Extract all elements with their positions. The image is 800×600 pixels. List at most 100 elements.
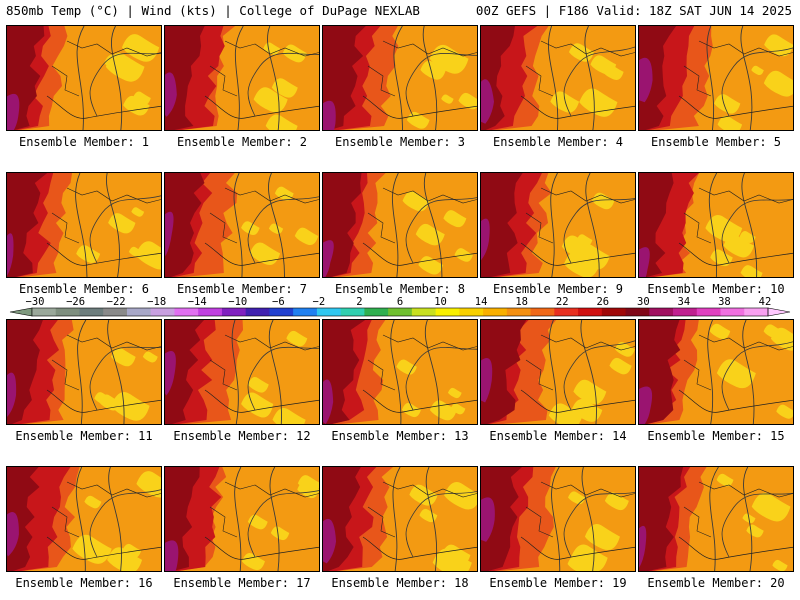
colorbar-swatch bbox=[32, 308, 57, 316]
colorbar-swatch bbox=[411, 308, 437, 316]
colorbar-swatch bbox=[245, 308, 270, 316]
colorbar-tick-label: −14 bbox=[187, 296, 207, 308]
ensemble-member-caption: Ensemble Member: 11 bbox=[15, 429, 153, 443]
colorbar-swatch bbox=[625, 308, 650, 316]
ensemble-panel bbox=[164, 25, 320, 131]
ensemble-panel bbox=[164, 466, 320, 572]
temperature-map bbox=[481, 26, 635, 130]
color-scale: −30 −26 −22 −18 −14 −10 −6 −2 2 6 10 14 18 22 26 30 34 38… bbox=[0, 296, 800, 318]
colorbar-swatch bbox=[126, 308, 152, 316]
ensemble-panel bbox=[6, 25, 162, 131]
colorbar-tick-label: −30 bbox=[25, 296, 45, 308]
colorbar-tick-label: 38 bbox=[718, 296, 731, 308]
ensemble-panel bbox=[480, 466, 636, 572]
colorbar-swatch bbox=[483, 308, 508, 316]
colorbar-tick-label: 26 bbox=[596, 296, 610, 308]
colorbar-tick-label: −10 bbox=[228, 296, 248, 308]
colorbar-swatch bbox=[269, 308, 294, 316]
colorbar-tick-label: 18 bbox=[515, 296, 528, 308]
colorbar-tick-label: −6 bbox=[272, 296, 285, 308]
colorbar-tick-label: 14 bbox=[474, 296, 488, 308]
temperature-map bbox=[7, 467, 161, 571]
colorbar-tick-label: 22 bbox=[555, 296, 569, 308]
colorbar-swatch bbox=[696, 308, 722, 316]
temperature-map bbox=[639, 26, 793, 130]
ensemble-member-caption: Ensemble Member: 12 bbox=[173, 429, 311, 443]
colorbar-tick-label: −2 bbox=[312, 296, 326, 308]
colorbar-tick-label: 34 bbox=[677, 296, 691, 308]
colorbar-swatch bbox=[554, 308, 579, 316]
ensemble-member-caption: Ensemble Member: 5 bbox=[650, 135, 782, 149]
colorbar-swatch bbox=[150, 308, 175, 316]
ensemble-member-caption: Ensemble Member: 18 bbox=[331, 576, 469, 590]
ensemble-member-caption: Ensemble Member: 10 bbox=[647, 282, 785, 296]
colorbar-right-arrow bbox=[767, 307, 791, 317]
ensemble-panel bbox=[164, 172, 320, 278]
ensemble-panel bbox=[480, 25, 636, 131]
colorbar-swatch bbox=[744, 308, 769, 316]
colorbar-tick-label: 6 bbox=[396, 296, 404, 308]
ensemble-member-caption: Ensemble Member: 7 bbox=[176, 282, 308, 296]
temperature-map bbox=[7, 320, 161, 424]
colorbar-tick-label: 30 bbox=[637, 296, 650, 308]
colorbar-tick-label: −22 bbox=[106, 296, 126, 308]
colorbar-tick-label: −26 bbox=[66, 296, 86, 308]
ensemble-panel bbox=[638, 319, 794, 425]
ensemble-panel bbox=[480, 172, 636, 278]
ensemble-member-caption: Ensemble Member: 2 bbox=[176, 135, 308, 149]
colorbar-tick-label: 2 bbox=[356, 296, 363, 308]
temperature-map bbox=[323, 467, 477, 571]
colorbar-swatch bbox=[79, 308, 104, 316]
ensemble-member-caption: Ensemble Member: 13 bbox=[331, 429, 469, 443]
ensemble-panel bbox=[322, 25, 478, 131]
ensemble-panel bbox=[322, 466, 478, 572]
colorbar-swatch bbox=[506, 308, 532, 316]
ensemble-member-caption: Ensemble Member: 14 bbox=[489, 429, 627, 443]
temperature-map bbox=[323, 26, 477, 130]
temperature-map bbox=[165, 173, 319, 277]
temperature-map bbox=[481, 467, 635, 571]
temperature-map bbox=[165, 26, 319, 130]
ensemble-panel bbox=[322, 319, 478, 425]
colorbar-swatch bbox=[174, 308, 199, 316]
temperature-map bbox=[639, 320, 793, 424]
colorbar-swatch bbox=[388, 308, 413, 316]
temperature-map bbox=[639, 173, 793, 277]
ensemble-member-caption: Ensemble Member: 4 bbox=[492, 135, 624, 149]
colorbar-swatch bbox=[340, 308, 365, 316]
ensemble-panel bbox=[164, 319, 320, 425]
colorbar-swatch bbox=[673, 308, 698, 316]
ensemble-member-caption: Ensemble Member: 16 bbox=[15, 576, 153, 590]
colorbar-swatch bbox=[316, 308, 342, 316]
temperature-map bbox=[165, 320, 319, 424]
color-scale-bar bbox=[9, 307, 791, 317]
ensemble-panel bbox=[480, 319, 636, 425]
ensemble-member-caption: Ensemble Member: 3 bbox=[334, 135, 466, 149]
colorbar-swatch bbox=[55, 308, 80, 316]
ensemble-member-caption: Ensemble Member: 1 bbox=[18, 135, 150, 149]
valid-time-label: 00Z GEFS | F186 Valid: 18Z SAT JUN 14 20… bbox=[475, 3, 792, 18]
ensemble-panel bbox=[322, 172, 478, 278]
ensemble-panel bbox=[638, 172, 794, 278]
ensemble-member-caption: Ensemble Member: 15 bbox=[647, 429, 785, 443]
ensemble-member-caption: Ensemble Member: 20 bbox=[647, 576, 785, 590]
colorbar-swatch bbox=[601, 308, 627, 316]
temperature-map bbox=[7, 173, 161, 277]
colorbar-swatch bbox=[649, 308, 674, 316]
colorbar-swatch bbox=[221, 308, 247, 316]
ensemble-member-caption: Ensemble Member: 8 bbox=[334, 282, 466, 296]
colorbar-swatch bbox=[459, 308, 484, 316]
colorbar-tick-label: 42 bbox=[758, 296, 772, 308]
colorbar-tick-label: 10 bbox=[434, 296, 447, 308]
ensemble-member-caption: Ensemble Member: 17 bbox=[173, 576, 311, 590]
colorbar-swatch bbox=[293, 308, 318, 316]
colorbar-swatch bbox=[530, 308, 555, 316]
colorbar-swatch bbox=[198, 308, 223, 316]
ensemble-member-caption: Ensemble Member: 19 bbox=[489, 576, 627, 590]
temperature-map bbox=[323, 173, 477, 277]
colorbar-swatch bbox=[364, 308, 389, 316]
ensemble-member-caption: Ensemble Member: 9 bbox=[492, 282, 624, 296]
colorbar-swatch bbox=[720, 308, 745, 316]
temperature-map bbox=[481, 320, 635, 424]
colorbar-swatch bbox=[578, 308, 603, 316]
